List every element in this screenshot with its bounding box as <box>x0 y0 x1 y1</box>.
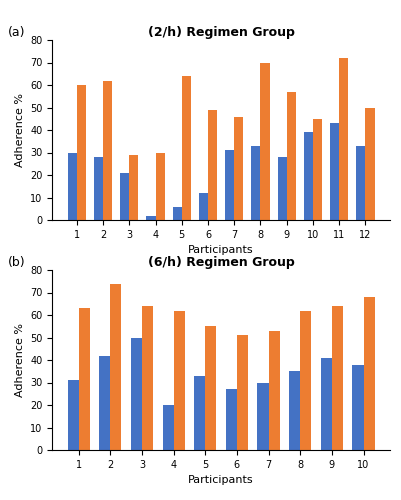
Bar <box>288 371 300 450</box>
Bar <box>181 76 190 220</box>
Bar <box>329 123 338 220</box>
Bar <box>236 336 247 450</box>
Bar <box>225 389 236 450</box>
Bar <box>320 358 331 450</box>
Bar <box>67 152 77 220</box>
Y-axis label: Adherence %: Adherence % <box>14 93 24 167</box>
Bar <box>110 284 121 450</box>
Bar <box>303 132 312 220</box>
Title: (2/h) Regimen Group: (2/h) Regimen Group <box>147 26 294 39</box>
Bar <box>129 155 138 220</box>
Bar <box>67 380 79 450</box>
Text: (b): (b) <box>8 256 26 268</box>
Bar <box>286 92 295 220</box>
Bar <box>155 152 164 220</box>
Legend: Adherence Before Intervention, Adherence After Intervention: Adherence Before Intervention, Adherence… <box>53 275 367 291</box>
Bar <box>338 58 348 220</box>
Bar <box>131 338 142 450</box>
Bar <box>257 382 268 450</box>
Bar <box>260 62 269 220</box>
Bar <box>79 308 89 450</box>
Bar <box>93 157 103 220</box>
Bar <box>172 206 181 220</box>
Bar <box>268 331 279 450</box>
Bar <box>198 193 207 220</box>
Bar <box>77 85 86 220</box>
Bar <box>173 310 184 450</box>
Bar <box>103 80 112 220</box>
Text: (a): (a) <box>8 26 26 38</box>
Bar <box>142 306 153 450</box>
Bar <box>99 356 110 450</box>
Bar <box>352 364 363 450</box>
Title: (6/h) Regimen Group: (6/h) Regimen Group <box>147 256 294 269</box>
Bar <box>277 157 286 220</box>
Bar <box>363 297 374 450</box>
Bar <box>355 146 365 220</box>
Bar <box>331 306 342 450</box>
Bar <box>146 216 155 220</box>
Bar <box>365 108 374 220</box>
Bar <box>162 405 173 450</box>
Bar <box>300 310 310 450</box>
Y-axis label: Adherence %: Adherence % <box>14 323 24 397</box>
Bar <box>207 110 217 220</box>
Bar <box>312 118 321 220</box>
Bar <box>205 326 216 450</box>
Bar <box>234 116 243 220</box>
X-axis label: Participants: Participants <box>188 476 253 486</box>
Bar <box>225 150 234 220</box>
Bar <box>120 173 129 220</box>
X-axis label: Participants: Participants <box>188 246 253 256</box>
Bar <box>194 376 205 450</box>
Bar <box>251 146 260 220</box>
